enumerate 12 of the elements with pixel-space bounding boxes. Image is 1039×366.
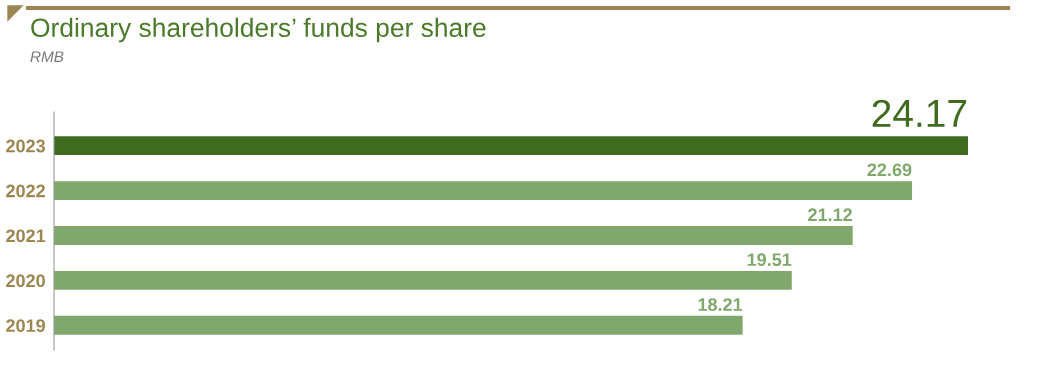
- y-tick-label: 2023: [6, 139, 46, 153]
- chart-title: Ordinary shareholders’ funds per share: [31, 17, 486, 43]
- y-tick-label: 2020: [6, 274, 45, 288]
- y-tick-label: 2021: [6, 229, 46, 243]
- data-label: 19.51: [747, 253, 792, 267]
- chart-subtitle: RMB: [30, 51, 64, 62]
- data-label: 24.17: [872, 99, 967, 127]
- y-tick-label: 2022: [6, 184, 45, 198]
- data-label: 21.12: [808, 208, 852, 221]
- data-label: 18.21: [698, 298, 743, 311]
- data-label: 22.69: [867, 163, 912, 177]
- y-tick-label: 2019: [6, 319, 45, 333]
